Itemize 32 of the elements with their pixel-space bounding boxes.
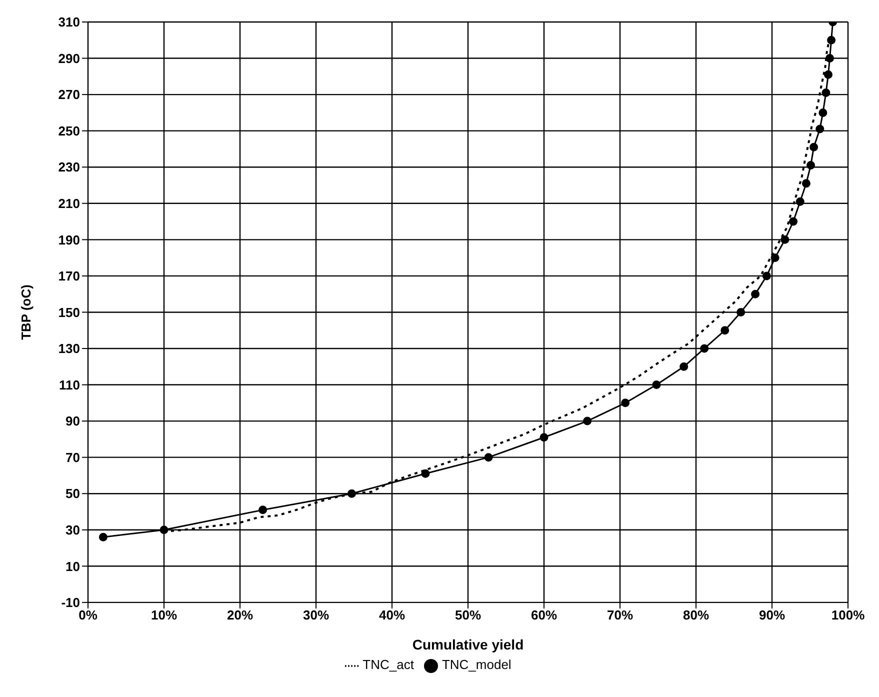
y-tick-label: 170 [58,268,80,284]
x-axis-title: Cumulative yield [412,636,524,652]
x-tick-label: 100% [831,608,866,623]
y-tick-label: 90 [66,414,80,429]
y-tick-label: 270 [58,87,80,102]
x-tick-label: 50% [454,608,482,623]
x-tick-label: 0% [78,608,98,623]
y-tick-label: 310 [58,14,80,30]
y-tick-label: 210 [58,196,80,211]
y-tick-label: 290 [58,50,80,66]
y-tick-label: 110 [59,377,80,392]
x-tick-label: 10% [150,608,178,623]
legend-label: TNC_model [442,657,512,672]
y-tick-label: 230 [58,160,80,175]
y-axis-title: TBP (oC) [18,284,34,340]
y-tick-label: 50 [66,486,80,502]
x-tick-label: 40% [378,608,406,623]
y-tick-label: -10 [61,595,80,610]
y-tick-label: 70 [66,450,80,465]
y-tick-label: 130 [58,341,80,356]
y-tick-label: 250 [58,123,80,138]
x-tick-label: 20% [226,608,254,623]
x-tick-label: 80% [682,608,710,623]
x-tick-label: 90% [758,608,786,623]
y-tick-label: 150 [58,304,80,320]
y-tick-label: 190 [58,232,80,248]
x-tick-label: 60% [530,608,558,623]
x-tick-label: 30% [302,608,330,623]
y-tick-label: 30 [66,522,80,538]
legend-label: TNC_act [362,657,414,672]
y-tick-label: 10 [66,558,80,574]
x-tick-label: 70% [606,608,634,623]
